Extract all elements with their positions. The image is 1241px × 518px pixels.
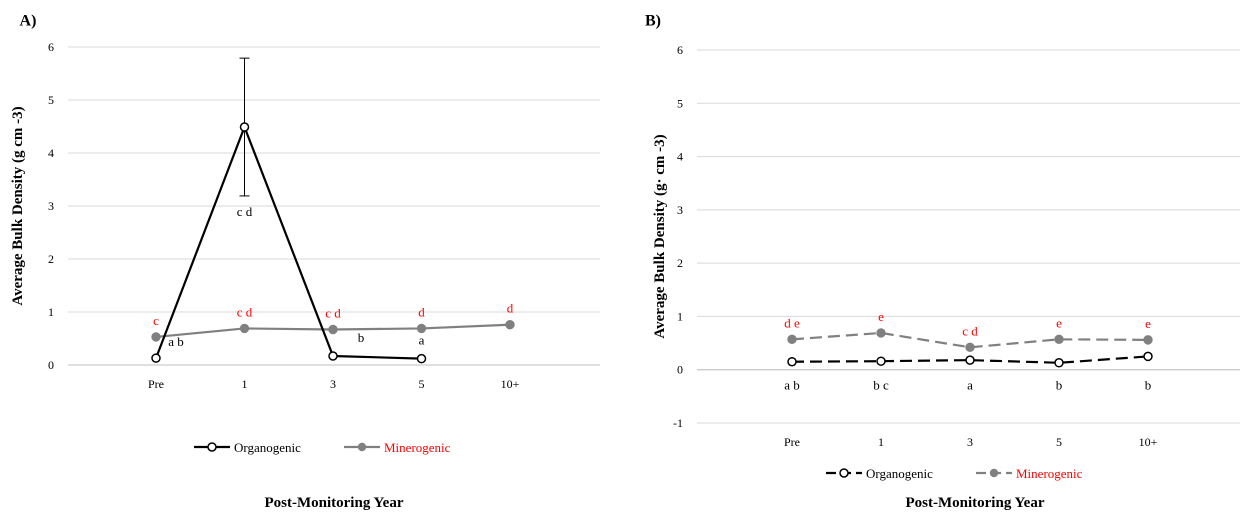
y-tick-label: 4	[48, 146, 54, 160]
y-tick-label: 4	[677, 150, 683, 164]
data-point	[787, 334, 797, 345]
data-point	[1054, 358, 1064, 368]
x-tick-label: 5	[419, 377, 425, 391]
data-point	[965, 355, 975, 365]
data-point	[151, 332, 161, 342]
series-minerogenic	[151, 320, 515, 342]
chart-panel-a: A) 0 1 2 3 4 5 6 Pre 1 3 5 10+ Average Bulk Density (…	[10, 13, 600, 511]
significance-label: a	[419, 333, 425, 348]
data-point	[876, 356, 886, 366]
significance-label: d	[507, 301, 514, 316]
y-tick-label: 0	[48, 358, 54, 372]
legend-marker	[839, 468, 849, 478]
legend-item-organogenic: Organogenic	[826, 466, 933, 481]
significance-label: a b	[168, 334, 184, 349]
significance-label: c d	[237, 304, 253, 319]
y-axis-label: Average Bulk Density (g· cm -3)	[652, 134, 668, 338]
significance-label: b	[1145, 378, 1152, 393]
significance-label: d	[418, 304, 425, 319]
legend-item-minerogenic: Minerogenic	[976, 466, 1083, 481]
y-tick-label: 3	[677, 203, 683, 217]
x-tick-label: 3	[967, 435, 973, 449]
series-line	[791, 355, 1149, 364]
data-point	[787, 356, 797, 367]
chart-panel-b: B) -1 0 1 2 3 4 5 6 Pre 1 3 5 10+ Average Bulk Density…	[645, 13, 1240, 511]
data-point	[416, 323, 427, 334]
y-tick-label: -1	[673, 416, 683, 430]
data-point	[1054, 334, 1064, 345]
y-tick-label: 6	[48, 40, 54, 54]
x-axis-label: Post-Monitoring Year	[265, 495, 404, 511]
legend-item-minerogenic: Minerogenic	[344, 440, 451, 455]
significance-label: e	[1056, 315, 1062, 330]
legend-label: Organogenic	[234, 440, 301, 455]
panel-label: A)	[20, 13, 37, 30]
significance-label: a b	[784, 378, 800, 393]
series-minerogenic	[787, 328, 1153, 353]
significance-label: c d	[237, 204, 253, 219]
x-tick-label: Pre	[148, 377, 164, 391]
data-point	[239, 122, 250, 132]
data-point	[1143, 335, 1153, 345]
data-point	[239, 323, 250, 334]
legend-marker	[989, 468, 999, 478]
y-tick-label: 2	[48, 252, 54, 266]
x-tick-label: 5	[1056, 435, 1062, 449]
x-tick-label: 10+	[501, 377, 520, 391]
y-tick-label: 5	[677, 96, 683, 110]
series-organogenic	[151, 57, 427, 364]
y-axis-label: Average Bulk Density (g cm -3)	[10, 106, 26, 305]
x-axis-label: Post-Monitoring Year	[906, 495, 1045, 511]
y-tick-label: 3	[48, 199, 54, 213]
data-point	[328, 351, 338, 361]
data-point	[505, 320, 515, 330]
y-tick-label: 2	[677, 256, 683, 270]
significance-label: e	[1145, 316, 1151, 331]
significance-label: c	[153, 313, 159, 328]
series-organogenic	[787, 351, 1153, 368]
series-line	[154, 123, 422, 360]
significance-label: c d	[325, 305, 341, 320]
data-point	[416, 353, 427, 364]
legend-label: Minerogenic	[1016, 466, 1083, 481]
legend-label: Organogenic	[866, 466, 933, 481]
legend-item-organogenic: Organogenic	[194, 440, 301, 455]
x-tick-label: 1	[242, 377, 248, 391]
data-point	[1143, 351, 1153, 362]
significance-label: d e	[784, 315, 800, 330]
legend: Organogenic Minerogenic	[826, 466, 1083, 481]
y-tick-label: 5	[48, 93, 54, 107]
legend: Organogenic Minerogenic	[194, 440, 451, 455]
data-point	[151, 353, 161, 363]
legend-marker	[207, 442, 217, 452]
significance-label: b	[358, 330, 365, 345]
significance-label: a	[967, 378, 973, 393]
y-tick-label: 6	[677, 43, 683, 57]
x-tick-label: 10+	[1139, 435, 1158, 449]
data-point	[328, 324, 338, 335]
x-tick-label: 3	[330, 377, 336, 391]
x-tick-label: 1	[878, 435, 884, 449]
significance-label: b c	[873, 378, 889, 393]
significance-label: b	[1056, 378, 1063, 393]
x-tick-label: Pre	[784, 435, 800, 449]
panel-label: B)	[645, 13, 661, 30]
data-point	[876, 328, 886, 338]
legend-marker	[357, 442, 367, 452]
series-line	[791, 331, 1149, 349]
legend-label: Minerogenic	[384, 440, 451, 455]
y-tick-label: 1	[677, 309, 683, 323]
data-point	[965, 342, 975, 353]
significance-label: e	[878, 309, 884, 324]
significance-label: c d	[962, 323, 978, 338]
y-tick-label: 0	[677, 363, 683, 377]
y-tick-label: 1	[48, 305, 54, 319]
